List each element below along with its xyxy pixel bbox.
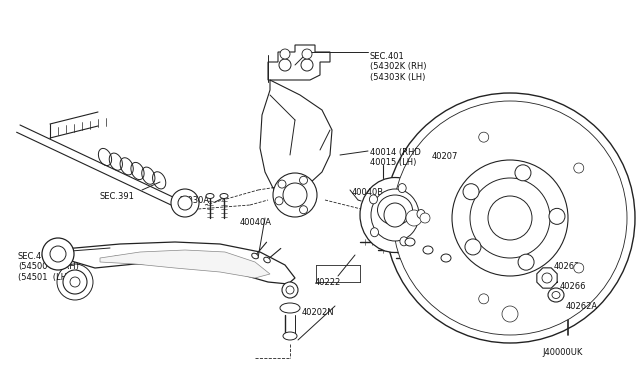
Ellipse shape [441,254,451,262]
Circle shape [42,238,74,270]
Circle shape [278,180,286,188]
Ellipse shape [280,303,300,313]
Text: J40000UK: J40000UK [542,348,582,357]
Circle shape [63,270,87,294]
Text: 40266: 40266 [560,282,586,291]
Ellipse shape [552,292,560,298]
Circle shape [273,173,317,217]
Polygon shape [260,80,332,200]
Ellipse shape [384,203,406,227]
Circle shape [479,132,489,142]
Circle shape [488,196,532,240]
Text: 40014 (RHD
40015 (LH): 40014 (RHD 40015 (LH) [370,148,421,167]
Text: SEC.391: SEC.391 [100,192,135,201]
Text: SEC.401
(54302K (RH)
(54303K (LH): SEC.401 (54302K (RH) (54303K (LH) [370,52,426,82]
Circle shape [301,59,313,71]
Ellipse shape [417,209,425,218]
Polygon shape [268,45,330,80]
Circle shape [463,184,479,200]
Ellipse shape [371,189,419,241]
Circle shape [57,264,93,300]
Ellipse shape [252,253,259,259]
Circle shape [393,101,627,335]
Text: 40262A: 40262A [566,302,598,311]
Ellipse shape [206,193,214,199]
Circle shape [574,163,584,173]
Circle shape [275,197,283,205]
Circle shape [470,178,550,258]
Circle shape [502,306,518,322]
Circle shape [280,49,290,59]
Circle shape [515,165,531,181]
Text: SEC.401
(54500+A(RH)
(54501  (LH): SEC.401 (54500+A(RH) (54501 (LH) [18,252,79,282]
Circle shape [178,196,192,210]
Polygon shape [48,242,295,284]
Ellipse shape [548,288,564,302]
Polygon shape [100,250,270,278]
Circle shape [279,59,291,71]
Circle shape [452,160,568,276]
Ellipse shape [369,195,378,204]
Circle shape [286,286,294,294]
Text: 40040B: 40040B [352,188,384,197]
Circle shape [542,273,552,283]
Circle shape [300,206,307,214]
Ellipse shape [264,257,270,263]
Circle shape [465,239,481,255]
Circle shape [549,208,565,224]
Circle shape [385,93,635,343]
Ellipse shape [398,184,406,193]
Ellipse shape [423,246,433,254]
Circle shape [420,213,430,223]
Ellipse shape [400,237,408,246]
Ellipse shape [283,332,297,340]
Ellipse shape [405,238,415,246]
Circle shape [518,254,534,270]
Ellipse shape [378,195,413,225]
Text: 40222: 40222 [315,278,341,287]
Text: 40040A: 40040A [240,218,272,227]
Ellipse shape [360,177,430,253]
Ellipse shape [371,228,378,237]
Circle shape [302,49,312,59]
Text: 40202N: 40202N [302,308,335,317]
Circle shape [479,294,489,304]
Ellipse shape [220,193,228,199]
Circle shape [300,176,307,184]
Circle shape [282,282,298,298]
Circle shape [406,210,422,226]
Text: 40207: 40207 [432,152,458,161]
Circle shape [50,246,66,262]
Circle shape [283,183,307,207]
Text: 40030A: 40030A [178,196,210,205]
Circle shape [171,189,199,217]
Circle shape [574,263,584,273]
Text: 40262: 40262 [554,262,580,271]
Circle shape [70,277,80,287]
